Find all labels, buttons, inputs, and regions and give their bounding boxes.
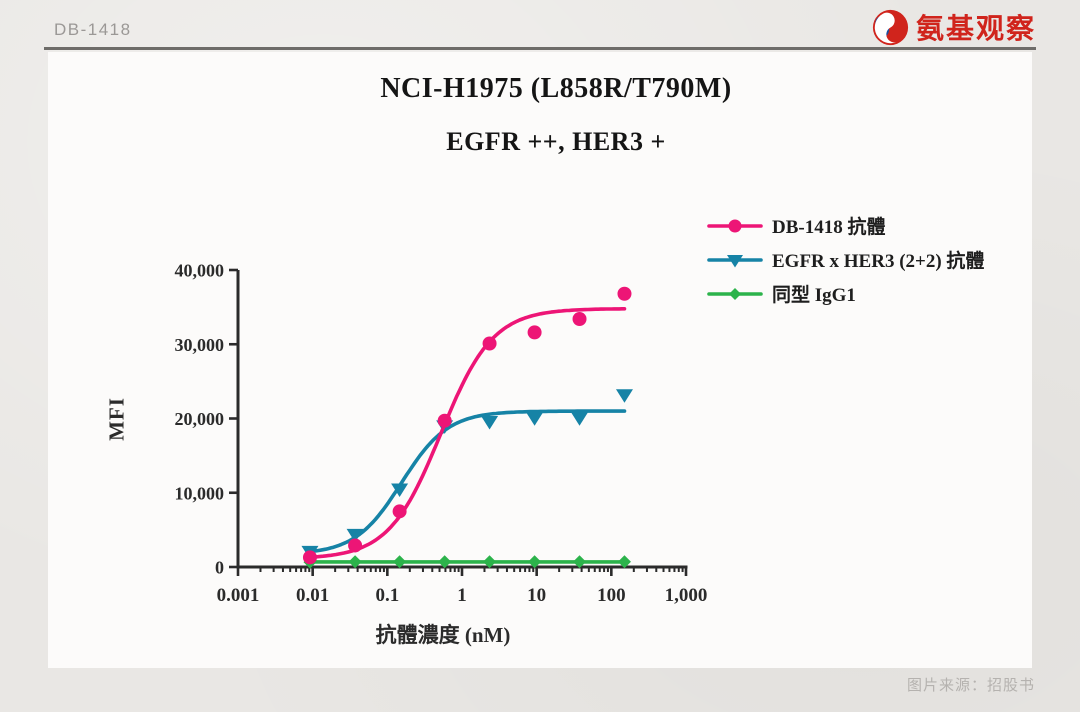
image-source-note: 图片来源：招股书 — [906, 677, 1035, 694]
legend-marker-circle-icon — [707, 219, 763, 232]
legend-item-egfr-her3: EGFR x HER3 (2+2) 抗體 — [707, 248, 985, 272]
series-triangle-down — [301, 389, 633, 560]
svg-text:20,000: 20,000 — [175, 409, 225, 429]
legend-label: DB-1418 抗體 — [772, 217, 886, 238]
svg-text:10,000: 10,000 — [175, 483, 225, 503]
svg-text:0.1: 0.1 — [375, 585, 399, 606]
legend-item-db1418: DB-1418 抗體 — [707, 214, 984, 238]
chart-legend: DB-1418 抗體 EGFR x HER3 (2+2) 抗體 同型 IgG1 — [707, 214, 985, 306]
svg-text:0.001: 0.001 — [217, 585, 260, 606]
svg-text:1,000: 1,000 — [665, 585, 708, 606]
header-brand-label: DB-1418 — [54, 20, 132, 39]
legend-marker-diamond-icon — [707, 287, 763, 300]
legend-item-igg1: 同型 IgG1 — [707, 282, 984, 306]
svg-text:0: 0 — [215, 558, 224, 578]
site-logo: 氨基观察 — [872, 7, 1036, 47]
logo-text: 氨基观察 — [915, 13, 1036, 44]
axes: 0 10,000 20,000 30,000 40,000 0.001 0.01 0.1 1 10… — [175, 261, 708, 607]
svg-text:10: 10 — [527, 585, 546, 606]
svg-text:30,000: 30,000 — [175, 335, 225, 355]
header-divider — [44, 47, 1036, 50]
chart-title: NCI-H1975 (L858R/T790M) — [380, 73, 732, 104]
legend-label: 同型 IgG1 — [772, 285, 856, 306]
legend-marker-triangle-icon — [707, 254, 763, 267]
svg-text:100: 100 — [597, 585, 626, 606]
chart-subtitle: EGFR ++, HER3 + — [446, 127, 666, 156]
chart-panel — [48, 52, 1032, 668]
logo-swirl-icon — [872, 9, 909, 45]
x-axis-label: 抗體濃度 (nM) — [375, 623, 511, 647]
legend-label: EGFR x HER3 (2+2) 抗體 — [772, 251, 985, 272]
svg-text:0.01: 0.01 — [296, 585, 329, 606]
svg-text:40,000: 40,000 — [175, 261, 225, 281]
svg-text:1: 1 — [457, 585, 467, 606]
series-circle — [302, 286, 632, 565]
